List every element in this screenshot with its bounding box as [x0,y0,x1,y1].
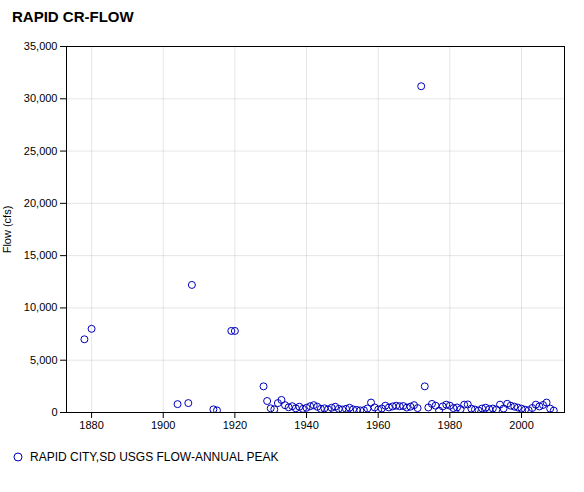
svg-text:25,000: 25,000 [24,145,58,157]
svg-text:10,000: 10,000 [24,301,58,313]
html-text:RAPID CITY,SD USGS FLOW-ANNUAL: RAPID CITY,SD USGS FLOW-ANNUAL PEAK [30,450,279,464]
svg-text:20,000: 20,000 [24,197,58,209]
svg-text:1980: 1980 [438,419,462,431]
svg-text:15,000: 15,000 [24,249,58,261]
html-text:RAPID CR-FLOW: RAPID CR-FLOW [12,8,134,25]
svg-text:1920: 1920 [223,419,247,431]
svg-text:35,000: 35,000 [24,40,58,52]
svg-text:30,000: 30,000 [24,92,58,104]
svg-text:Flow (cfs): Flow (cfs) [1,206,13,254]
svg-text:1960: 1960 [366,419,390,431]
svg-text:0: 0 [51,406,57,418]
svg-text:5,000: 5,000 [30,354,58,366]
svg-text:1880: 1880 [79,419,103,431]
svg-text:2000: 2000 [509,419,533,431]
svg-text:1940: 1940 [294,419,318,431]
svg-text:1900: 1900 [151,419,175,431]
